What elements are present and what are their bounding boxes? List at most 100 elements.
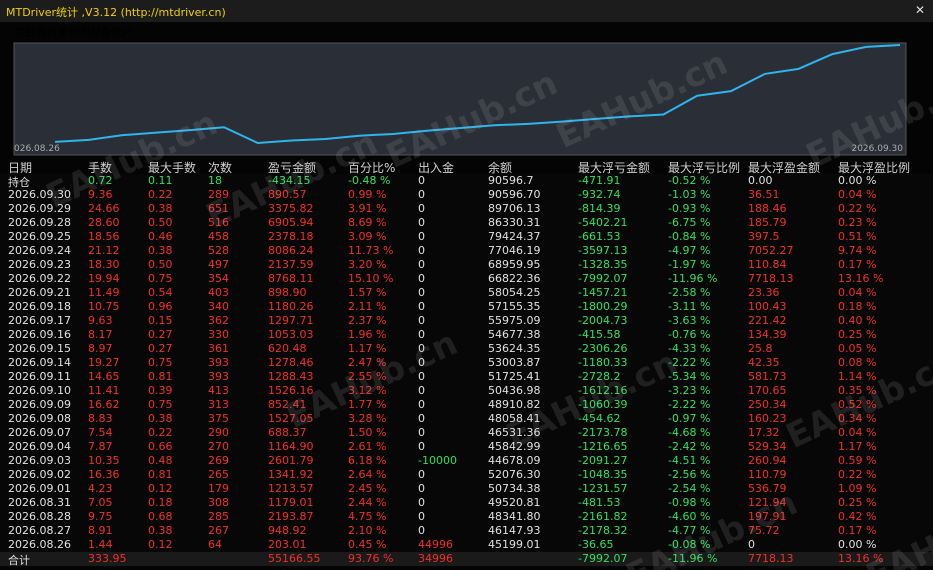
cell: 48341.80 [488,510,541,523]
cell: -6.75 % [668,216,711,229]
cell: 50436.98 [488,384,541,397]
cell: 2026.09.23 [8,258,71,271]
tab[interactable]: 日 [25,26,36,39]
cell: 8768.11 [268,272,314,285]
data-row: 2026.09.02 16.36 0.81 265 1341.92 2.64 % 0 5207… [0,468,933,482]
cell: 536.79 [748,482,787,495]
cell: 1179.01 [268,496,314,509]
window-title: MTDriver统计 ,V3.12 (http://mtdriver.cn) [6,6,226,19]
cell: 250.34 [748,398,787,411]
column-header: 手数 [88,161,113,175]
cell: 53624.35 [488,342,541,355]
cell: 50734.38 [488,482,541,495]
cell: 14.65 [88,370,120,383]
cell: 0 [418,314,425,327]
cell: -1180.33 [578,356,628,369]
cell: 0.40 % [838,314,877,327]
cell: 3.91 % [348,202,387,215]
cell: 2026.09.16 [8,328,71,341]
cell: 45199.01 [488,538,541,551]
cell: 21.12 [88,244,120,257]
cell: 0.81 [148,468,173,481]
cell: 28.60 [88,216,120,229]
cell: 1288.43 [268,370,314,383]
cell: 46147.93 [488,524,541,537]
data-row: 2026.09.01 4.23 0.12 179 1213.57 2.45 % 0 50734… [0,482,933,496]
cell: 3375.82 [268,202,314,215]
column-header: 最大手数 [148,161,197,175]
tab[interactable]: 季 [58,26,69,39]
close-button[interactable]: ✕ [914,3,925,17]
cell: 260.94 [748,454,787,467]
tab[interactable]: 币 [80,26,91,39]
tab[interactable]: 综 [14,26,25,39]
cell: -2178.32 [578,524,628,537]
cell: 1.57 % [348,286,387,299]
tab[interactable]: M [91,26,101,39]
cell: 0.42 % [838,510,877,523]
cell: 0.18 [148,496,173,509]
cell: 0.12 [148,538,173,551]
cell: 2026.09.15 [8,342,71,355]
cell: 2026.09.09 [8,398,71,411]
cell: 0 [418,342,425,355]
cell: 1297.71 [268,314,314,327]
cell: 持仓 [8,176,30,189]
balance-line [54,44,901,145]
cell: 9.36 [88,188,113,201]
cell: 0.38 [148,524,173,537]
cell: 2.61 % [348,440,387,453]
cell: 270 [208,440,229,453]
data-row: 2026.09.11 14.65 0.81 393 1288.43 2.55 % 0 5172… [0,370,933,384]
data-row: 2026.09.16 8.17 0.27 330 1053.03 1.96 % 0 54677… [0,328,933,342]
cell: 1278.46 [268,356,314,369]
cell: 3.09 % [348,230,387,243]
cell: 221.42 [748,314,787,327]
cell: 529.34 [748,440,787,453]
cell: -2091.27 [578,454,628,467]
cell: 19.94 [88,272,120,285]
cell: 2.47 % [348,356,387,369]
cell: 2.45 % [348,482,387,495]
data-row: 2026.09.29 24.66 0.38 651 3375.82 3.91 % 0 8970… [0,202,933,216]
cell: -0.98 % [668,496,711,509]
cell: 44678.09 [488,454,541,467]
cell: 2026.09.28 [8,216,71,229]
cell: 3.28 % [348,412,387,425]
cell: 0.04 % [838,286,877,299]
data-row: 2026.09.04 7.87 0.66 270 1164.90 2.61 % 0 45842… [0,440,933,454]
cell: 0 [418,510,425,523]
cell: 2378.18 [268,230,314,243]
cell: 18 [208,174,222,187]
column-header: 出入金 [418,161,455,175]
cell: 0.17 % [838,524,877,537]
cell: 362 [208,314,229,327]
cell: 100.43 [748,300,787,313]
tab[interactable]: 账户 [111,26,134,39]
cell: 2026.09.08 [8,412,71,425]
tab[interactable]: 备 [100,26,112,39]
tab[interactable]: 月 [47,26,58,39]
cell: -2.54 % [668,482,711,495]
cell: 55975.09 [488,314,541,327]
cell: 0.00 % [838,538,877,551]
tab[interactable]: 周 [36,26,47,39]
cell: 7052.27 [748,244,794,257]
cell: 58054.25 [488,286,541,299]
data-row: 2026.09.28 28.60 0.50 516 6905.94 8.69 % 0 8633… [0,216,933,230]
cell: 0.99 % [348,188,387,201]
cell: 2026.09.30 [8,188,71,201]
balance-chart: 026.08.26 2026.09.30 [13,42,907,156]
cell: 25.8 [748,342,773,355]
cell: 2026.09.21 [8,286,71,299]
data-row: 2026.09.03 10.35 0.48 269 2601.79 6.18 % -1000… [0,454,933,468]
cell: 11.49 [88,286,120,299]
cell: 1527.05 [268,412,314,425]
cell: -5402.21 [578,216,628,229]
cell: 170.65 [748,384,787,397]
tab[interactable]: 年 [69,26,80,39]
cell: 0.35 % [838,384,877,397]
cell: 0 [418,188,425,201]
cell: -0.84 % [668,230,711,243]
